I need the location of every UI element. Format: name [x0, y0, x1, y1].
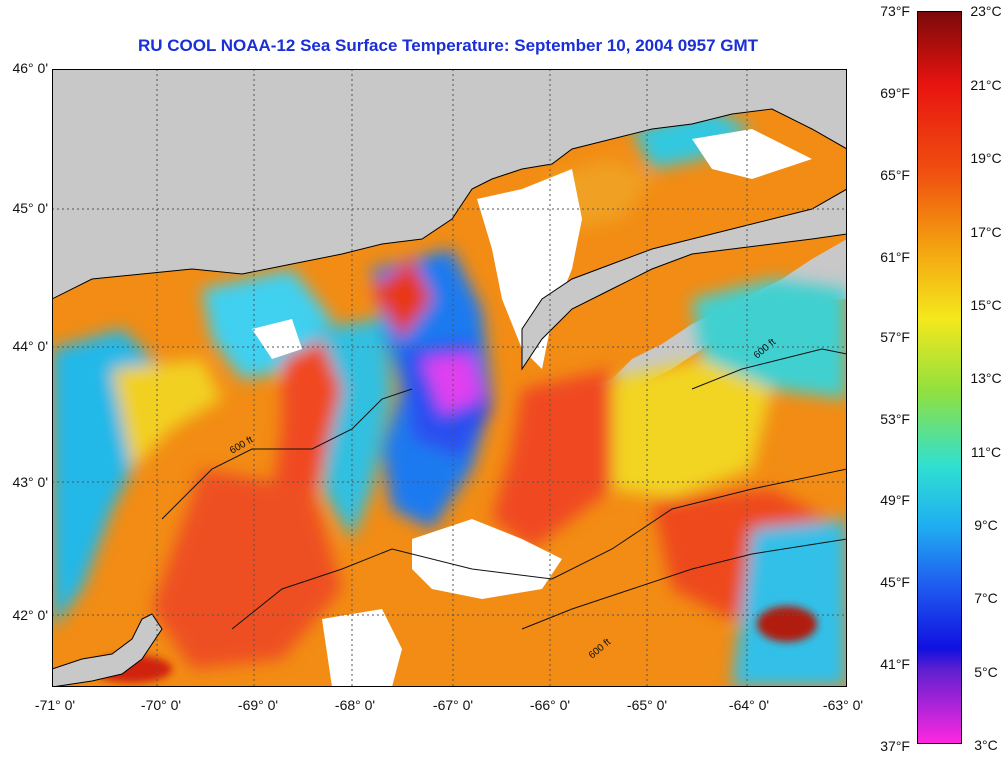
f-label-37: 37°F	[880, 738, 910, 754]
land-maine	[52, 69, 847, 300]
c-label-5: 5°C	[974, 664, 998, 680]
lon-label-63: -63° 0'	[822, 697, 864, 713]
cloud-south	[322, 609, 402, 687]
cloud-bay-of-fundy	[477, 169, 582, 369]
c-label-11: 11°C	[970, 444, 1002, 460]
cloud-georges-basin	[412, 519, 562, 599]
sst-cold-pink	[422, 354, 482, 414]
sst-south-warm	[152, 469, 342, 669]
f-label-45: 45°F	[880, 574, 910, 590]
f-label-73: 73°F	[880, 3, 910, 19]
isobaths	[161, 348, 847, 630]
lon-label-66: -66° 0'	[529, 697, 571, 713]
f-label-57: 57°F	[880, 329, 910, 345]
c-label-9: 9°C	[974, 517, 998, 533]
map-title: RU COOL NOAA-12 Sea Surface Temperature:…	[137, 36, 759, 55]
c-label-23: 23°C	[970, 3, 1002, 19]
sst-offshore-cool	[732, 519, 847, 687]
cloud-west-strip	[252, 319, 302, 359]
c-label-17: 17°C	[970, 224, 1002, 240]
lon-label-68: -68° 0'	[334, 697, 376, 713]
lon-label-69: -69° 0'	[237, 697, 279, 713]
c-label-21: 21°C	[970, 77, 1002, 93]
f-label-69: 69°F	[880, 85, 910, 101]
lat-label-45: 45° 0'	[12, 200, 48, 216]
c-label-3: 3°C	[974, 737, 998, 753]
sst-bay-of-fundy-warm	[372, 259, 432, 339]
lon-label-65: -65° 0'	[626, 697, 668, 713]
f-label-61: 61°F	[880, 249, 910, 265]
map-frame	[52, 69, 847, 687]
lon-label-70: -70° 0'	[140, 697, 182, 713]
lon-label-67: -67° 0'	[432, 697, 474, 713]
c-label-19: 19°C	[970, 150, 1002, 166]
c-label-15: 15°C	[970, 297, 1002, 313]
f-label-53: 53°F	[880, 411, 910, 427]
c-label-13: 13°C	[970, 370, 1002, 386]
lat-label-42: 42° 0'	[12, 607, 48, 623]
sst-scotian-cool	[692, 279, 847, 399]
sst-west-yellow	[112, 359, 222, 469]
sst-map[interactable]: 600 ft 600 ft 600 ft	[52, 69, 847, 687]
f-label-41: 41°F	[880, 656, 910, 672]
lat-label-44: 44° 0'	[12, 338, 48, 354]
sst-hotspot	[757, 606, 817, 642]
lon-label-71: -71° 0'	[34, 697, 76, 713]
lon-label-64: -64° 0'	[728, 697, 770, 713]
sst-scotian-yellow	[612, 359, 772, 499]
land-cape-cod	[52, 613, 163, 687]
f-label-49: 49°F	[880, 492, 910, 508]
f-label-65: 65°F	[880, 167, 910, 183]
c-label-7: 7°C	[974, 590, 998, 606]
lat-label-43: 43° 0'	[12, 474, 48, 490]
temperature-colorbar	[917, 11, 962, 744]
cloud-fundy-upper	[692, 129, 812, 179]
lat-label-46: 46° 0'	[12, 60, 48, 76]
land-nova-scotia	[521, 188, 847, 371]
